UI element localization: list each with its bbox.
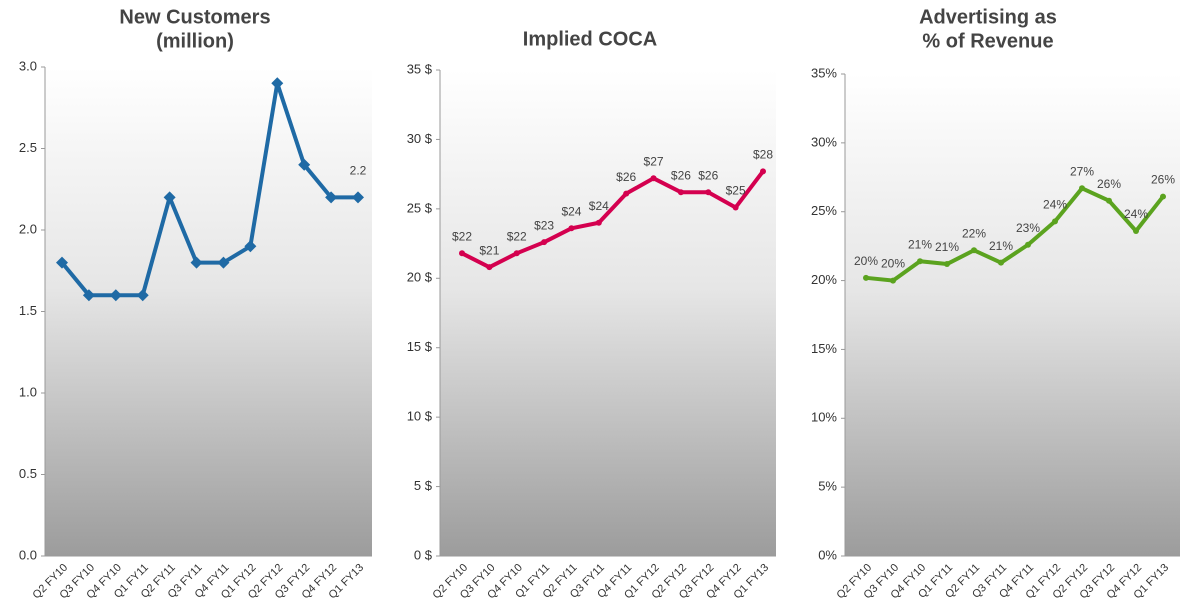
marker: [513, 250, 520, 257]
data-label: 26%: [1097, 177, 1121, 191]
marker: [944, 261, 950, 268]
marker: [568, 225, 575, 232]
y-tick-label: 2.0: [19, 221, 37, 236]
y-tick-label: 0.5: [19, 466, 37, 481]
data-label: $26: [616, 170, 636, 184]
data-label: 23%: [1016, 221, 1040, 235]
marker: [1106, 197, 1112, 204]
marker: [136, 289, 149, 302]
series-line: [461, 170, 765, 270]
marker: [732, 204, 739, 211]
data-label: 26%: [1151, 173, 1175, 187]
series-line: [865, 186, 1165, 283]
y-tick-label: 0%: [818, 547, 837, 562]
marker: [1025, 241, 1031, 248]
marker: [352, 191, 364, 204]
marker: [595, 219, 602, 226]
marker: [271, 77, 284, 90]
data-label: $28: [753, 148, 773, 162]
y-tick-label: 1.5: [19, 303, 37, 318]
y-tick-label: 2.5: [19, 140, 37, 155]
data-label: 2.2: [350, 164, 367, 178]
marker: [1052, 218, 1058, 225]
y-tick-label: 0 $: [414, 547, 433, 562]
data-label: $27: [644, 154, 664, 168]
chart-title: Advertising as: [919, 6, 1057, 28]
marker: [1079, 185, 1085, 192]
y-tick-label: 30 $: [407, 131, 433, 146]
marker: [56, 256, 68, 269]
marker: [190, 256, 203, 269]
y-tick-label: 20 $: [407, 270, 433, 285]
data-label: $22: [507, 229, 527, 243]
data-label: 21%: [908, 237, 932, 251]
marker: [217, 256, 230, 269]
y-tick-label: 5 $: [414, 478, 433, 493]
y-tick-label: 25 $: [407, 200, 433, 215]
marker: [459, 250, 465, 257]
data-label: $26: [698, 168, 718, 182]
marker: [325, 191, 338, 204]
marker: [1160, 193, 1166, 200]
marker: [998, 259, 1004, 266]
y-tick-label: 30%: [811, 134, 837, 149]
marker: [705, 189, 712, 196]
chart-title: Implied COCA: [523, 28, 657, 50]
data-label: 27%: [1070, 164, 1094, 178]
plot-area: [45, 67, 372, 556]
y-tick-label: 20%: [811, 272, 837, 287]
marker: [1133, 227, 1139, 234]
marker: [298, 158, 311, 171]
marker: [917, 258, 923, 265]
y-tick-label: 15 $: [407, 339, 433, 354]
marker: [82, 289, 95, 302]
y-tick-label: 35 $: [407, 61, 433, 76]
y-tick-label: 10 $: [407, 409, 433, 424]
chart-title: % of Revenue: [922, 30, 1053, 52]
plot-area: [845, 74, 1180, 556]
chart-title: New Customers: [119, 6, 270, 28]
y-tick-label: 1.0: [19, 384, 37, 399]
data-label: $22: [452, 229, 472, 243]
marker: [486, 264, 493, 271]
data-label: $23: [534, 218, 554, 232]
marker: [677, 189, 684, 196]
chart-title: (million): [156, 30, 234, 52]
y-tick-label: 15%: [811, 341, 837, 356]
y-tick-label: 0.0: [19, 547, 37, 562]
y-tick-label: 3.0: [19, 58, 37, 73]
data-label: 20%: [854, 254, 878, 268]
data-label: $25: [726, 184, 746, 198]
marker: [163, 191, 176, 204]
y-tick-label: 25%: [811, 203, 837, 218]
marker: [623, 190, 630, 197]
data-label: 20%: [881, 257, 905, 271]
y-tick-label: 10%: [811, 410, 837, 425]
data-label: 21%: [935, 240, 959, 254]
marker: [760, 168, 766, 175]
data-label: $24: [561, 204, 581, 218]
marker: [541, 239, 548, 246]
data-label: 24%: [1043, 198, 1067, 212]
marker: [890, 277, 896, 284]
y-tick-label: 5%: [818, 479, 837, 494]
marker: [109, 289, 122, 302]
marker: [244, 240, 257, 253]
marker: [650, 175, 657, 182]
data-label: $26: [671, 168, 691, 182]
marker: [971, 247, 977, 254]
marker: [863, 274, 869, 281]
plot-area: [440, 70, 776, 556]
data-label: $21: [479, 243, 499, 257]
data-label: $24: [589, 199, 609, 213]
data-label: 24%: [1124, 207, 1148, 221]
data-label: 21%: [989, 239, 1013, 253]
data-label: 22%: [962, 226, 986, 240]
y-tick-label: 35%: [811, 65, 837, 80]
